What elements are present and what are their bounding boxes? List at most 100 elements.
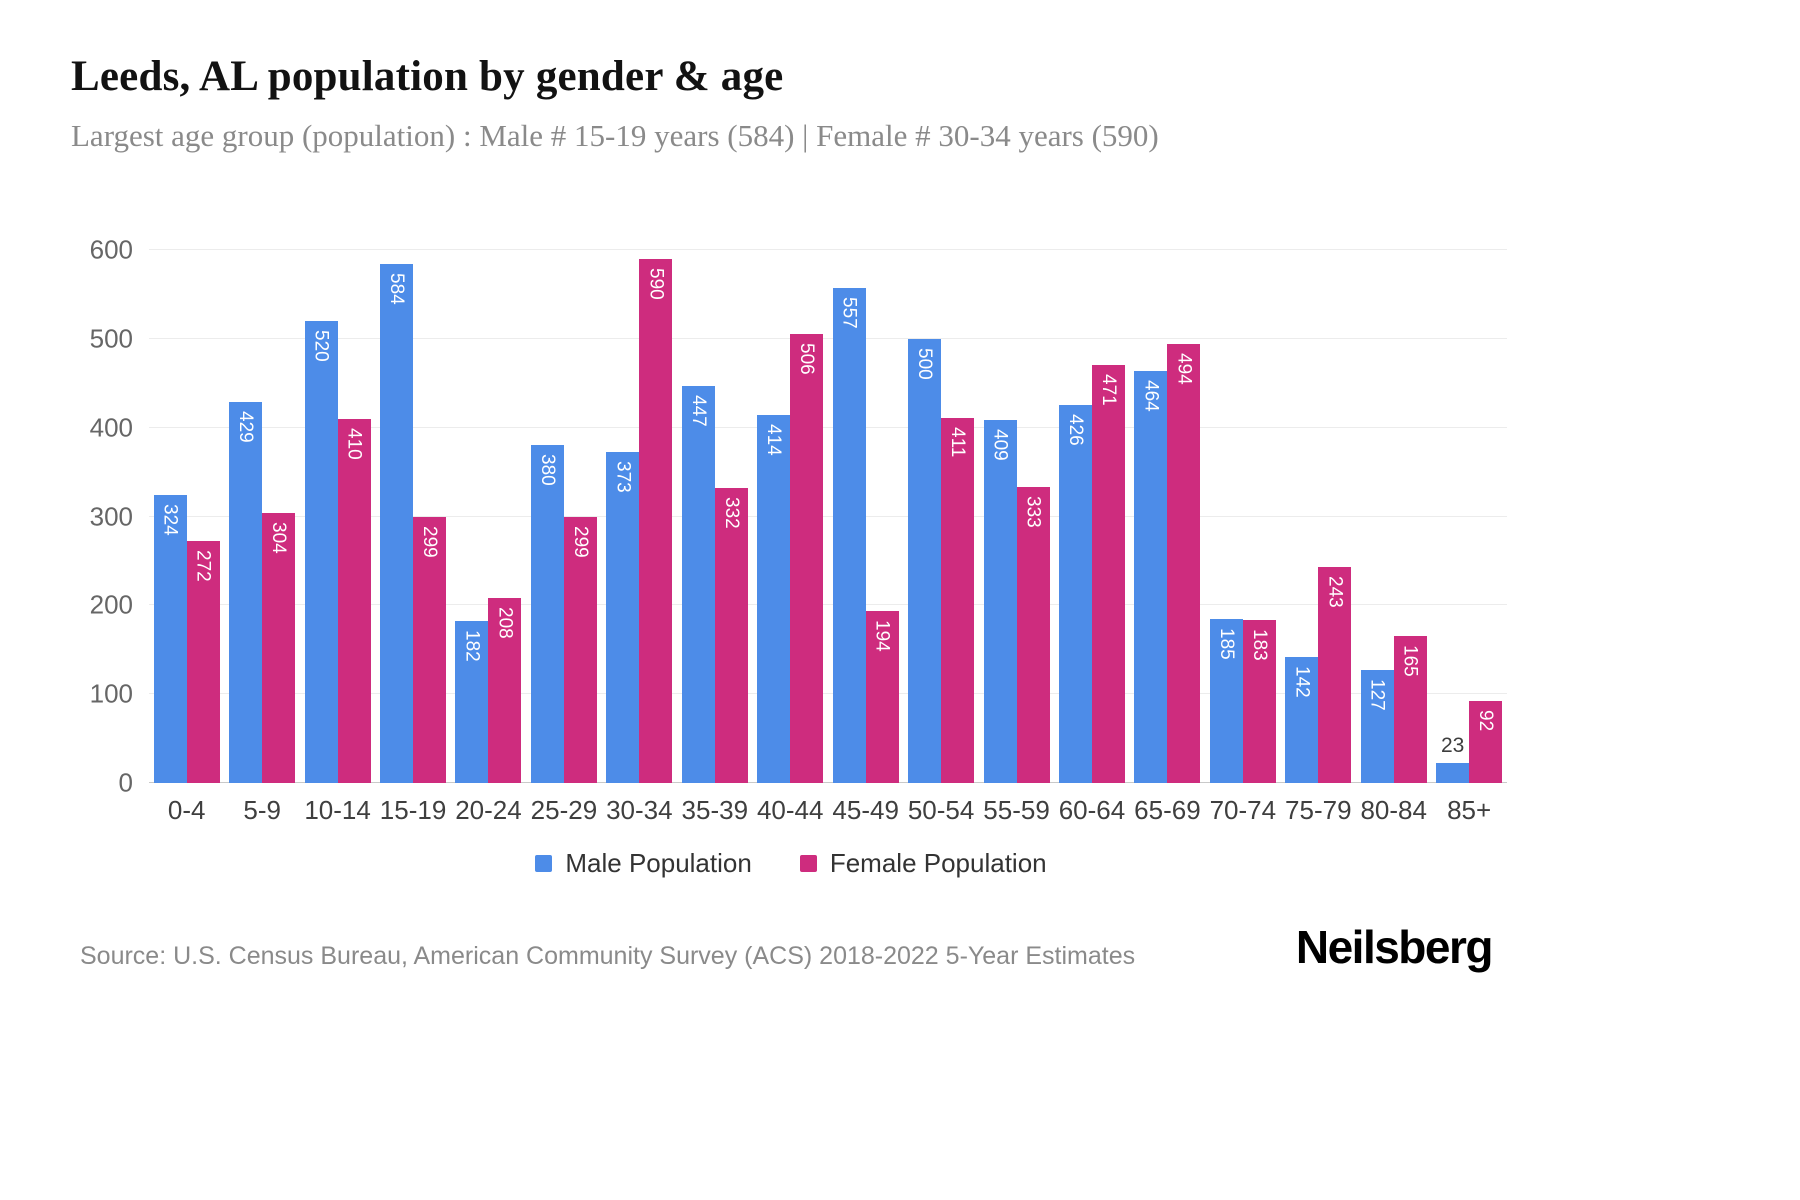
bar-male-60-64[interactable]: 426 (1058, 404, 1092, 783)
bar-group-25-29: 380 299 (526, 250, 601, 783)
bar-male-30-34[interactable]: 373 (606, 451, 640, 783)
bar-value-label: 373 (612, 460, 634, 493)
bar-female-5-9[interactable]: 304 (262, 512, 296, 783)
bar-group-40-44: 414 506 (753, 250, 828, 783)
bar-value-label: 165 (1399, 645, 1421, 678)
bar-value-label: 185 (1215, 627, 1237, 660)
legend-label: Female Population (829, 848, 1047, 878)
bar-group-70-74: 185 183 (1205, 250, 1280, 783)
legend-item-female[interactable]: Female Population (799, 848, 1047, 879)
x-axis-label-35-39: 35-39 (681, 795, 749, 825)
bar-value-label: 304 (268, 521, 290, 554)
bar-female-70-74[interactable]: 183 (1242, 620, 1276, 783)
bar-group-55-59: 409 333 (979, 250, 1054, 783)
bar-female-40-44[interactable]: 506 (790, 333, 824, 783)
x-axis-label-5-9: 5-9 (243, 795, 281, 825)
bar-male-45-49[interactable]: 557 (832, 288, 866, 783)
y-tick-label-600: 600 (89, 234, 133, 265)
bar-value-label: 494 (1173, 353, 1195, 385)
bar-female-10-14[interactable]: 410 (337, 418, 371, 783)
bar-group-75-79: 142 243 (1281, 250, 1356, 783)
bar-male-35-39[interactable]: 447 (681, 385, 715, 783)
bar-group-60-64: 426 471 (1054, 250, 1129, 783)
bar-female-60-64[interactable]: 471 (1091, 364, 1125, 783)
y-tick-label-500: 500 (89, 323, 133, 354)
bar-group-10-14: 520 410 (300, 250, 375, 783)
bar-female-75-79[interactable]: 243 (1318, 567, 1352, 783)
bar-value-label: 471 (1097, 373, 1119, 406)
bar-value-label: 500 (914, 347, 936, 380)
bar-male-25-29[interactable]: 380 (530, 445, 564, 783)
bar-group-15-19: 584 299 (375, 250, 450, 783)
plot-area: 324 272 429 304 520 410 584 299 182 208 380 299 373 5… (149, 249, 1507, 783)
x-axis-label-15-19: 15-19 (379, 795, 447, 825)
bar-value-label: 23 (1440, 733, 1465, 757)
bar-female-85+[interactable]: 92 (1469, 701, 1503, 783)
bar-group-50-54: 500 411 (903, 250, 978, 783)
bar-group-80-84: 127 165 (1356, 250, 1431, 783)
bar-male-75-79[interactable]: 142 (1285, 656, 1319, 783)
bar-group-0-4: 324 272 (149, 250, 224, 783)
bar-male-50-54[interactable]: 500 (908, 338, 942, 783)
bar-female-45-49[interactable]: 194 (865, 610, 899, 783)
bar-value-label: 414 (763, 424, 785, 456)
bar-value-label: 208 (494, 607, 516, 639)
y-tick-label-100: 100 (89, 678, 133, 709)
bar-group-5-9: 429 304 (224, 250, 299, 783)
legend-item-male[interactable]: Male Population (535, 848, 752, 879)
source-note: Source: U.S. Census Bureau, American Com… (80, 942, 1136, 970)
bar-groups: 324 272 429 304 520 410 584 299 182 208 380 299 373 5… (149, 250, 1507, 783)
x-axis-label-10-14: 10-14 (304, 795, 371, 825)
bar-female-15-19[interactable]: 299 (413, 517, 447, 783)
x-axis-label-25-29: 25-29 (530, 795, 598, 825)
legend-label: Male Population (565, 848, 752, 878)
bar-male-40-44[interactable]: 414 (757, 415, 791, 783)
bar-female-80-84[interactable]: 165 (1393, 636, 1427, 783)
bar-value-label: 333 (1022, 496, 1044, 528)
bar-male-10-14[interactable]: 520 (304, 321, 338, 783)
bar-value-label: 332 (720, 497, 742, 529)
bar-male-0-4[interactable]: 324 (153, 495, 187, 783)
gridline-0 (149, 782, 1507, 783)
bar-female-55-59[interactable]: 333 (1016, 487, 1050, 783)
bar-male-15-19[interactable]: 584 (380, 264, 414, 783)
bar-female-50-54[interactable]: 411 (941, 417, 975, 783)
chart-subtitle: Largest age group (population) : Male # … (71, 118, 1159, 153)
x-axis-label-45-49: 45-49 (832, 795, 899, 825)
bar-male-85+[interactable]: 23 (1436, 734, 1470, 783)
bar-female-0-4[interactable]: 272 (186, 541, 220, 783)
bar-male-20-24[interactable]: 182 (455, 621, 489, 783)
bar-value-label: 584 (386, 273, 408, 305)
gridline-500 (149, 337, 1507, 339)
bar-male-55-59[interactable]: 409 (983, 419, 1017, 783)
bar-female-20-24[interactable]: 208 (488, 598, 522, 783)
bar-group-45-49: 557 194 (828, 250, 903, 783)
bar-value-label: 182 (461, 630, 483, 663)
gridline-400 (149, 426, 1507, 428)
bar-male-5-9[interactable]: 429 (229, 401, 263, 783)
bar-female-35-39[interactable]: 332 (714, 488, 748, 783)
chart-title: Leeds, AL population by gender & age (71, 53, 784, 100)
bar-value-label: 299 (569, 526, 591, 559)
x-axis-label-80-84: 80-84 (1360, 795, 1427, 825)
bar-female-25-29[interactable]: 299 (563, 517, 597, 783)
bar-group-20-24: 182 208 (451, 250, 526, 783)
neilsberg-logo: Neilsberg (1295, 921, 1494, 973)
gridline-600 (149, 249, 1507, 250)
bar-male-65-69[interactable]: 464 (1134, 370, 1168, 783)
bar-value-label: 183 (1248, 629, 1270, 662)
x-axis-label-70-74: 70-74 (1209, 795, 1277, 825)
x-axis-label-65-69: 65-69 (1134, 795, 1201, 825)
bar-male-80-84[interactable]: 127 (1360, 670, 1394, 783)
y-tick-label-300: 300 (89, 501, 133, 531)
bar-male-70-74[interactable]: 185 (1209, 618, 1243, 783)
y-tick-label-400: 400 (89, 412, 133, 443)
legend-swatch-male (535, 855, 553, 872)
bar-value-label: 409 (989, 428, 1011, 461)
y-tick-label-200: 200 (89, 589, 133, 620)
bar-female-30-34[interactable]: 590 (639, 258, 673, 783)
bar-female-65-69[interactable]: 494 (1167, 344, 1201, 783)
y-tick-label-0: 0 (118, 767, 133, 798)
x-axis-label-55-59: 55-59 (983, 795, 1050, 825)
